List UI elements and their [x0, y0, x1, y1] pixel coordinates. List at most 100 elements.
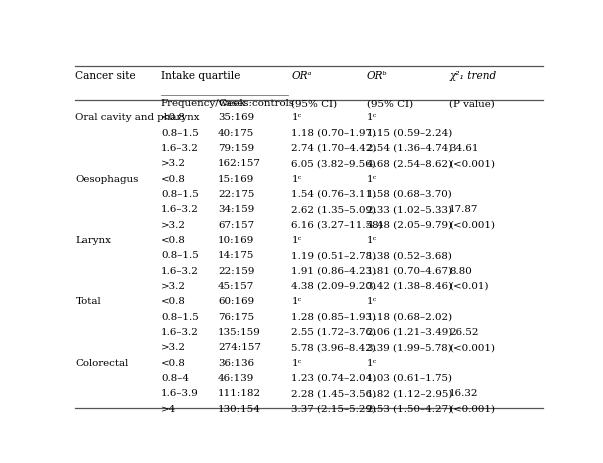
- Text: 1ᶜ: 1ᶜ: [291, 175, 302, 184]
- Text: 1.38 (0.52–3.68): 1.38 (0.52–3.68): [367, 251, 452, 260]
- Text: 1ᶜ: 1ᶜ: [367, 236, 377, 245]
- Text: Larynx: Larynx: [75, 236, 111, 245]
- Text: 46:139: 46:139: [218, 374, 254, 383]
- Text: 3.39 (1.99–5.78): 3.39 (1.99–5.78): [367, 343, 451, 352]
- Text: 40:175: 40:175: [218, 129, 254, 138]
- Text: 1ᶜ: 1ᶜ: [291, 358, 302, 368]
- Text: <0.8: <0.8: [161, 175, 186, 184]
- Text: 4.38 (2.09–9.20): 4.38 (2.09–9.20): [291, 282, 376, 291]
- Text: 60:169: 60:169: [218, 297, 254, 306]
- Text: 2.55 (1.72–3.76): 2.55 (1.72–3.76): [291, 328, 376, 337]
- Text: (95% CI): (95% CI): [291, 100, 338, 108]
- Text: 2.06 (1.21–3.49): 2.06 (1.21–3.49): [367, 328, 452, 337]
- Text: (<0.001): (<0.001): [449, 159, 495, 169]
- Text: 1ᶜ: 1ᶜ: [367, 113, 377, 122]
- Text: (<0.001): (<0.001): [449, 343, 495, 352]
- Text: (<0.001): (<0.001): [449, 405, 495, 413]
- Text: 1.58 (0.68–3.70): 1.58 (0.68–3.70): [367, 190, 451, 199]
- Text: 8.80: 8.80: [449, 267, 472, 275]
- Text: 1.18 (0.68–2.02): 1.18 (0.68–2.02): [367, 313, 452, 322]
- Text: 79:159: 79:159: [218, 144, 254, 153]
- Text: 35:169: 35:169: [218, 113, 254, 122]
- Text: 34.61: 34.61: [449, 144, 479, 153]
- Text: 4.48 (2.05–9.79): 4.48 (2.05–9.79): [367, 221, 452, 230]
- Text: 22:159: 22:159: [218, 267, 254, 275]
- Text: >3.2: >3.2: [161, 282, 186, 291]
- Text: 45:157: 45:157: [218, 282, 254, 291]
- Text: Oral cavity and pharynx: Oral cavity and pharynx: [75, 113, 200, 122]
- Text: 1ᶜ: 1ᶜ: [367, 358, 377, 368]
- Text: >3.2: >3.2: [161, 343, 186, 352]
- Text: 0.8–1.5: 0.8–1.5: [161, 129, 198, 138]
- Text: 3.42 (1.38–8.46): 3.42 (1.38–8.46): [367, 282, 452, 291]
- Text: 76:175: 76:175: [218, 313, 254, 322]
- Text: 6.05 (3.82–9.56): 6.05 (3.82–9.56): [291, 159, 376, 169]
- Text: 1.6–3.2: 1.6–3.2: [161, 144, 199, 153]
- Text: 274:157: 274:157: [218, 343, 260, 352]
- Text: Cases:controls: Cases:controls: [218, 100, 294, 108]
- Text: 1ᶜ: 1ᶜ: [291, 297, 302, 306]
- Text: 130:154: 130:154: [218, 405, 260, 413]
- Text: 1.81 (0.70–4.67): 1.81 (0.70–4.67): [367, 267, 452, 275]
- Text: 3.37 (2.15–5.29): 3.37 (2.15–5.29): [291, 405, 376, 413]
- Text: 1.6–3.2: 1.6–3.2: [161, 205, 199, 214]
- Text: 162:157: 162:157: [218, 159, 260, 169]
- Text: (<0.001): (<0.001): [449, 221, 495, 230]
- Text: <0.8: <0.8: [161, 113, 186, 122]
- Text: (P value): (P value): [449, 100, 495, 108]
- Text: 16.32: 16.32: [449, 389, 479, 398]
- Text: 67:157: 67:157: [218, 221, 254, 230]
- Text: 1.18 (0.70–1.97): 1.18 (0.70–1.97): [291, 129, 376, 138]
- Text: <0.8: <0.8: [161, 236, 186, 245]
- Text: 1.19 (0.51–2.78): 1.19 (0.51–2.78): [291, 251, 376, 260]
- Text: 1ᶜ: 1ᶜ: [367, 175, 377, 184]
- Text: <0.8: <0.8: [161, 297, 186, 306]
- Text: 22:175: 22:175: [218, 190, 254, 199]
- Text: <0.8: <0.8: [161, 358, 186, 368]
- Text: Cancer site: Cancer site: [75, 70, 136, 81]
- Text: Intake quartile: Intake quartile: [161, 70, 240, 81]
- Text: 1.82 (1.12–2.95): 1.82 (1.12–2.95): [367, 389, 452, 398]
- Text: 111:182: 111:182: [218, 389, 261, 398]
- Text: 10:169: 10:169: [218, 236, 254, 245]
- Text: 0.8–1.5: 0.8–1.5: [161, 251, 198, 260]
- Text: ORᵃ: ORᵃ: [291, 70, 312, 81]
- Text: 2.54 (1.36–4.74): 2.54 (1.36–4.74): [367, 144, 452, 153]
- Text: 1ᶜ: 1ᶜ: [291, 113, 302, 122]
- Text: >3.2: >3.2: [161, 221, 186, 230]
- Text: Frequency/week: Frequency/week: [161, 100, 247, 108]
- Text: 135:159: 135:159: [218, 328, 260, 337]
- Text: Total: Total: [75, 297, 101, 306]
- Text: 2.33 (1.02–5.33): 2.33 (1.02–5.33): [367, 205, 452, 214]
- Text: 1.6–3.9: 1.6–3.9: [161, 389, 198, 398]
- Text: 1.23 (0.74–2.04): 1.23 (0.74–2.04): [291, 374, 376, 383]
- Text: 0.8–1.5: 0.8–1.5: [161, 190, 198, 199]
- Text: 15:169: 15:169: [218, 175, 254, 184]
- Text: >3.2: >3.2: [161, 159, 186, 169]
- Text: Colorectal: Colorectal: [75, 358, 128, 368]
- Text: 14:175: 14:175: [218, 251, 254, 260]
- Text: 2.74 (1.70–4.42): 2.74 (1.70–4.42): [291, 144, 377, 153]
- Text: 0.8–4: 0.8–4: [161, 374, 189, 383]
- Text: ORᵇ: ORᵇ: [367, 70, 387, 81]
- Text: Oesophagus: Oesophagus: [75, 175, 139, 184]
- Text: 36:136: 36:136: [218, 358, 254, 368]
- Text: 1.6–3.2: 1.6–3.2: [161, 267, 199, 275]
- Text: 1ᶜ: 1ᶜ: [367, 297, 377, 306]
- Text: 0.8–1.5: 0.8–1.5: [161, 313, 198, 322]
- Text: 1.28 (0.85–1.93): 1.28 (0.85–1.93): [291, 313, 376, 322]
- Text: χ²₁ trend: χ²₁ trend: [449, 70, 496, 81]
- Text: 17.87: 17.87: [449, 205, 479, 214]
- Text: 2.28 (1.45–3.56): 2.28 (1.45–3.56): [291, 389, 376, 398]
- Text: 2.53 (1.50–4.27): 2.53 (1.50–4.27): [367, 405, 452, 413]
- Text: 2.62 (1.35–5.09): 2.62 (1.35–5.09): [291, 205, 376, 214]
- Text: >4: >4: [161, 405, 176, 413]
- Text: 34:159: 34:159: [218, 205, 254, 214]
- Text: (<0.01): (<0.01): [449, 282, 489, 291]
- Text: 1.03 (0.61–1.75): 1.03 (0.61–1.75): [367, 374, 452, 383]
- Text: 4.68 (2.54–8.62): 4.68 (2.54–8.62): [367, 159, 452, 169]
- Text: 1.91 (0.86–4.23): 1.91 (0.86–4.23): [291, 267, 376, 275]
- Text: 5.78 (3.96–8.42): 5.78 (3.96–8.42): [291, 343, 376, 352]
- Text: (95% CI): (95% CI): [367, 100, 412, 108]
- Text: 1.6–3.2: 1.6–3.2: [161, 328, 199, 337]
